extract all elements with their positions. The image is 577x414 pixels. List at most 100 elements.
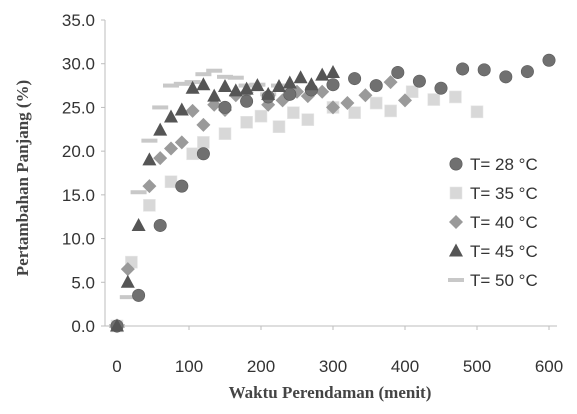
data-point — [196, 147, 210, 161]
data-point — [120, 262, 135, 277]
data-point — [152, 105, 169, 110]
y-tick-label: 20.0 — [62, 142, 95, 161]
legend-label: T= 40 °C — [470, 213, 538, 232]
data-point — [315, 67, 330, 81]
data-point — [470, 105, 484, 119]
data-point — [283, 87, 297, 101]
data-point — [197, 136, 210, 149]
data-point — [163, 83, 179, 88]
data-point — [272, 78, 286, 92]
data-point — [174, 135, 189, 150]
data-point — [348, 72, 362, 86]
legend-item: T= 45 °C — [449, 242, 538, 261]
data-point — [477, 63, 491, 77]
y-tick-label: 30.0 — [62, 55, 95, 74]
x-tick-label: 500 — [463, 357, 491, 376]
data-point — [218, 78, 232, 92]
data-point — [348, 106, 361, 119]
data-point — [358, 88, 373, 103]
legend-item: T= 50 °C — [448, 271, 538, 290]
data-point — [326, 64, 340, 78]
y-tick-label: 5.0 — [71, 273, 95, 292]
data-point — [254, 109, 268, 123]
data-point — [206, 68, 223, 73]
data-point — [173, 81, 190, 86]
data-point — [196, 77, 211, 91]
data-point — [383, 75, 398, 90]
data-point — [449, 90, 462, 104]
data-point — [250, 78, 265, 92]
x-tick-label: 0 — [112, 357, 121, 376]
data-point — [110, 318, 124, 332]
series-triangle — [110, 64, 340, 332]
x-axis-title: Waktu Perendaman (menit) — [229, 383, 432, 402]
legend: T= 28 °C T= 35 °C T= 40 °C T= 45 °C T= 50 °C — [448, 155, 538, 290]
data-point — [520, 65, 534, 79]
x-tick-label: 600 — [535, 357, 563, 376]
plot-area: 0.0 5.0 10.0 15.0 20.0 25.0 30.0 35.0 0 100 200 300… — [62, 11, 563, 376]
data-point — [369, 79, 383, 93]
data-point — [542, 53, 556, 67]
x-tick-label: 200 — [247, 357, 275, 376]
data-point — [218, 100, 232, 114]
data-point — [185, 103, 200, 118]
data-point — [398, 93, 412, 108]
data-point — [499, 70, 513, 84]
legend-label: T= 35 °C — [470, 184, 538, 203]
data-point — [293, 70, 308, 84]
y-axis-title: Pertambahan Panjang (%) — [13, 80, 32, 276]
series-square — [110, 85, 484, 333]
y-tick-label: 35.0 — [62, 11, 95, 30]
data-point — [120, 274, 135, 288]
x-tick-label: 400 — [391, 357, 419, 376]
data-point — [326, 78, 340, 92]
data-point — [272, 120, 286, 133]
y-tick-label: 0.0 — [71, 317, 95, 336]
data-point — [227, 75, 244, 80]
data-point — [119, 295, 136, 300]
data-point — [340, 96, 355, 111]
data-point — [405, 85, 419, 98]
data-point — [131, 217, 146, 231]
data-point — [153, 218, 167, 232]
legend-label: T= 28 °C — [470, 155, 538, 174]
legend-marker-circle — [449, 157, 463, 171]
data-point — [326, 100, 340, 115]
legend-item: T= 28 °C — [449, 155, 538, 174]
series-dash — [109, 68, 287, 328]
data-point — [164, 141, 178, 156]
data-point — [132, 288, 146, 302]
data-point — [301, 113, 315, 126]
data-point — [141, 138, 158, 143]
data-point — [186, 147, 199, 161]
data-point — [287, 106, 300, 119]
legend-marker-triangle — [449, 243, 463, 257]
y-tick-label: 25.0 — [62, 98, 95, 117]
data-point — [239, 81, 254, 95]
data-point — [427, 93, 441, 106]
data-point — [261, 86, 276, 100]
data-point — [164, 109, 178, 123]
data-point — [456, 62, 470, 76]
x-tick-label: 100 — [175, 357, 203, 376]
data-point — [207, 88, 222, 102]
data-point — [196, 117, 211, 132]
x-tick-label: 300 — [319, 357, 347, 376]
data-point — [282, 75, 297, 89]
data-point — [174, 102, 189, 116]
data-point — [218, 127, 232, 140]
y-tick-label: 15.0 — [62, 186, 95, 205]
legend-item: T= 40 °C — [449, 213, 538, 232]
data-point — [240, 115, 253, 129]
data-point — [304, 77, 319, 91]
data-point — [228, 83, 243, 97]
data-point — [315, 84, 330, 99]
y-tick-label: 10.0 — [62, 230, 95, 249]
legend-label: T= 50 °C — [470, 271, 538, 290]
legend-item: T= 35 °C — [449, 184, 538, 203]
data-point — [185, 80, 200, 94]
data-point — [195, 72, 212, 77]
data-point — [142, 152, 157, 166]
